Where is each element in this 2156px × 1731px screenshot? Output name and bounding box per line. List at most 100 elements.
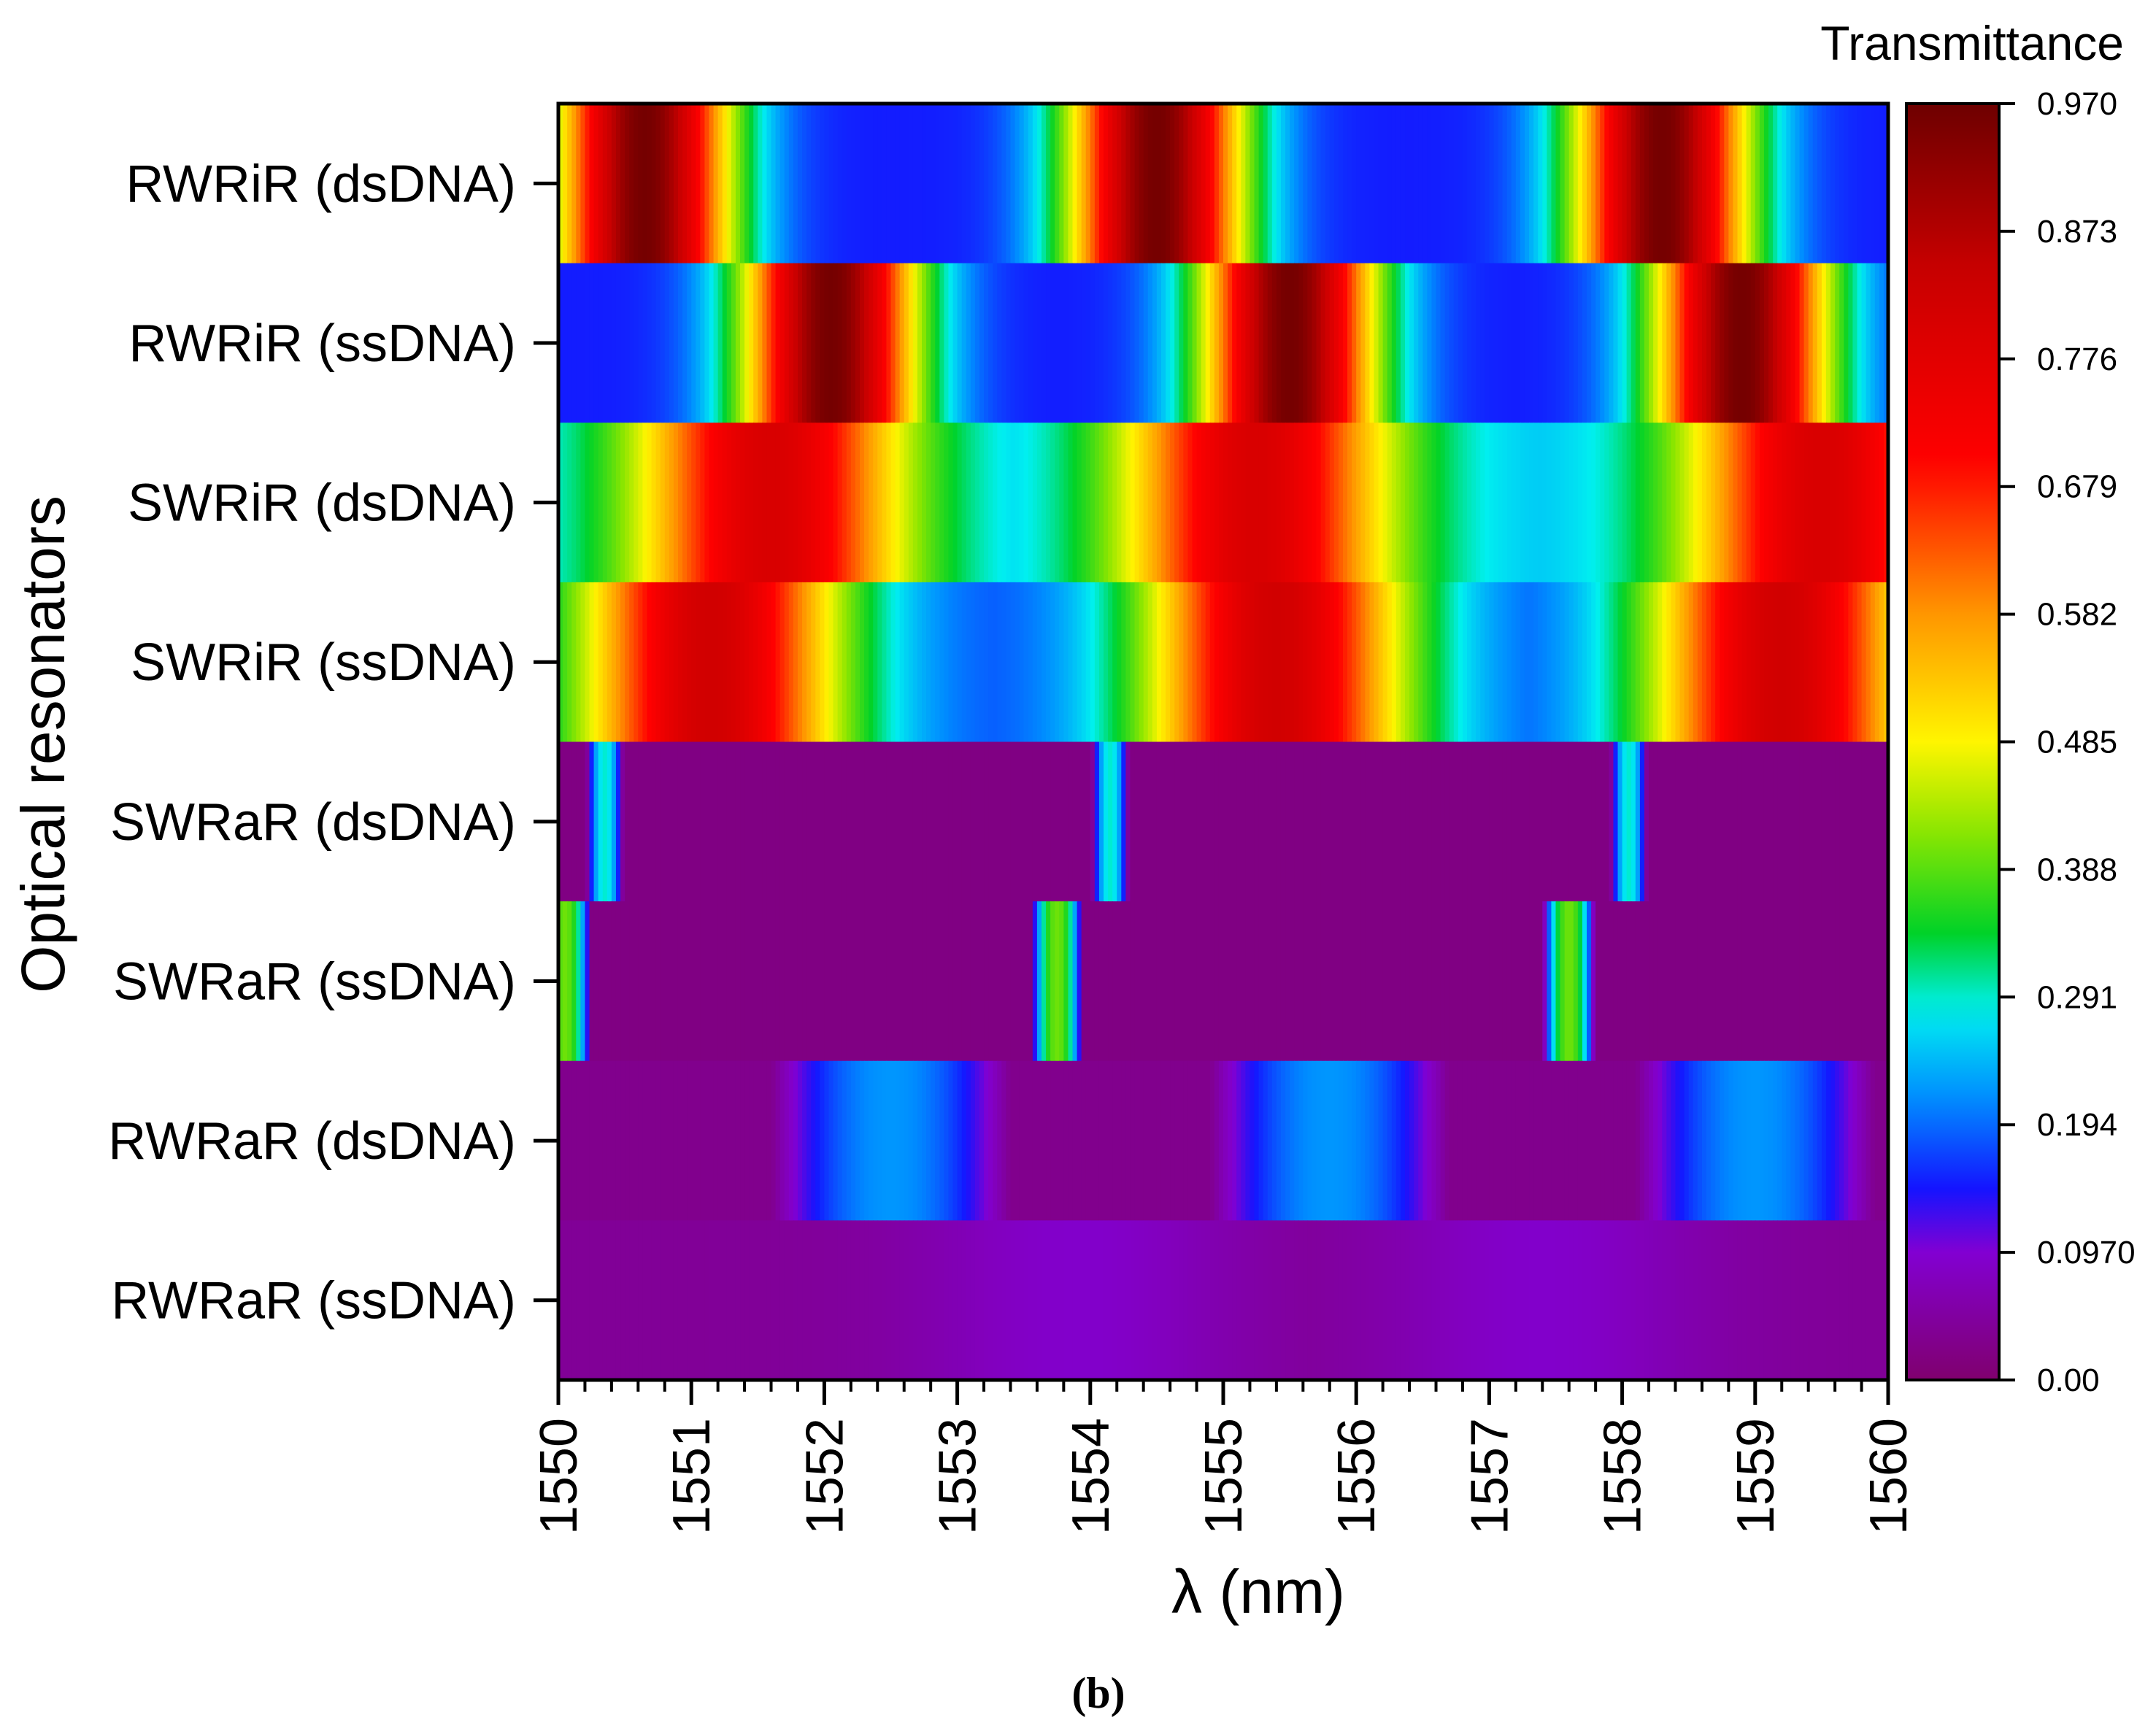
heatmap-cell	[1010, 1060, 1016, 1222]
heatmap-cell	[717, 423, 723, 583]
heatmap-cell	[784, 582, 790, 743]
heatmap-cell	[611, 104, 617, 264]
heatmap-cell	[1228, 741, 1233, 902]
heatmap-cell	[1263, 104, 1268, 264]
heatmap-cell	[585, 741, 590, 902]
heatmap-cell	[833, 104, 839, 264]
heatmap-cell	[997, 263, 1003, 424]
heatmap-cell	[1205, 901, 1211, 1062]
heatmap-cell	[1036, 263, 1042, 424]
heatmap-cell	[1316, 582, 1322, 743]
heatmap-cell	[1493, 423, 1499, 583]
heatmap-cell	[1874, 104, 1880, 264]
heatmap-cell	[974, 1060, 980, 1222]
heatmap-cell	[1866, 901, 1871, 1062]
heatmap-cell	[1542, 741, 1548, 902]
heatmap-cell	[1462, 901, 1468, 1062]
heatmap-cell	[1166, 582, 1171, 743]
heatmap-cell	[567, 741, 573, 902]
heatmap-cell	[1844, 1220, 1849, 1381]
heatmap-cell	[904, 1060, 909, 1222]
heatmap-cell	[912, 104, 918, 264]
heatmap-cell	[735, 1220, 741, 1381]
heatmap-cell	[726, 263, 732, 424]
heatmap-cell	[1679, 582, 1685, 743]
heatmap-cell	[1684, 901, 1690, 1062]
heatmap-cell	[846, 1060, 852, 1222]
heatmap-cell	[1160, 263, 1166, 424]
heatmap-cell	[740, 1220, 745, 1381]
y-axis: RWRiR (dsDNA)RWRiR (ssDNA)SWRiR (dsDNA)S…	[108, 155, 558, 1330]
heatmap-cell	[1458, 1220, 1463, 1381]
heatmap-cell	[1591, 741, 1596, 902]
heatmap-cell	[1848, 104, 1854, 264]
x-tick-label: 1551	[663, 1418, 721, 1535]
heatmap-cell	[1684, 423, 1690, 583]
heatmap-cell	[1799, 423, 1805, 583]
heatmap-cell	[1077, 741, 1082, 902]
heatmap-cell	[758, 423, 763, 583]
heatmap-cell	[1409, 104, 1414, 264]
heatmap-cell	[820, 741, 825, 902]
heatmap-cell	[677, 263, 683, 424]
heatmap-cell	[634, 263, 639, 424]
heatmap-cell	[1533, 423, 1539, 583]
heatmap-cell	[886, 582, 892, 743]
heatmap-cell	[1303, 423, 1309, 583]
heatmap-cell	[917, 582, 923, 743]
heatmap-cell	[952, 741, 958, 902]
heatmap-cell	[846, 263, 852, 424]
heatmap-cell	[558, 1220, 563, 1381]
heatmap-cell	[1737, 104, 1743, 264]
heatmap-cell	[1755, 901, 1760, 1062]
heatmap-cell	[1298, 263, 1304, 424]
heatmap-cell	[602, 263, 608, 424]
heatmap-cell	[1529, 104, 1534, 264]
heatmap-cell	[1006, 741, 1012, 902]
heatmap-cell	[1196, 582, 1202, 743]
heatmap-cell	[713, 263, 719, 424]
colorbar-tick-label: 0.776	[2037, 342, 2117, 377]
heatmap-cell	[660, 901, 666, 1062]
heatmap-cell	[1462, 423, 1468, 583]
heatmap-cell	[1077, 263, 1082, 424]
heatmap-cell	[1117, 423, 1123, 583]
heatmap-cell	[1090, 1220, 1096, 1381]
heatmap-cell	[1382, 741, 1388, 902]
heatmap-cell	[1094, 741, 1100, 902]
heatmap-cell	[1307, 901, 1313, 1062]
heatmap-cell	[1812, 263, 1818, 424]
heatmap-cell	[1724, 741, 1730, 902]
heatmap-cell	[1036, 582, 1042, 743]
heatmap-cell	[1294, 582, 1300, 743]
heatmap-cell	[993, 901, 998, 1062]
heatmap-cell	[1405, 1060, 1410, 1222]
heatmap-cell	[1866, 582, 1871, 743]
heatmap-cell	[1879, 741, 1884, 902]
heatmap-cell	[899, 423, 905, 583]
heatmap-cell	[647, 901, 652, 1062]
heatmap-cell	[1218, 1220, 1224, 1381]
heatmap-cell	[1391, 901, 1397, 1062]
heatmap-cell	[691, 582, 697, 743]
heatmap-cell	[846, 582, 852, 743]
heatmap-cell	[926, 1220, 931, 1381]
heatmap-cell	[1285, 263, 1290, 424]
heatmap-cell	[585, 104, 590, 264]
heatmap-cell	[997, 741, 1003, 902]
heatmap-cell	[1369, 1060, 1375, 1222]
heatmap-cell	[753, 1060, 759, 1222]
heatmap-cell	[1241, 901, 1247, 1062]
heatmap-cell	[585, 263, 590, 424]
heatmap-cell	[620, 1060, 625, 1222]
heatmap-cell	[1170, 1060, 1175, 1222]
heatmap-cell	[1750, 104, 1756, 264]
heatmap-cell	[855, 901, 861, 1062]
heatmap-cell	[1582, 1220, 1587, 1381]
heatmap-cell	[1228, 1220, 1233, 1381]
heatmap-cell	[1564, 263, 1570, 424]
heatmap-cell	[1440, 104, 1446, 264]
x-tick-label: 1555	[1195, 1418, 1253, 1535]
heatmap-cell	[1032, 104, 1038, 264]
heatmap-cell	[1374, 741, 1379, 902]
